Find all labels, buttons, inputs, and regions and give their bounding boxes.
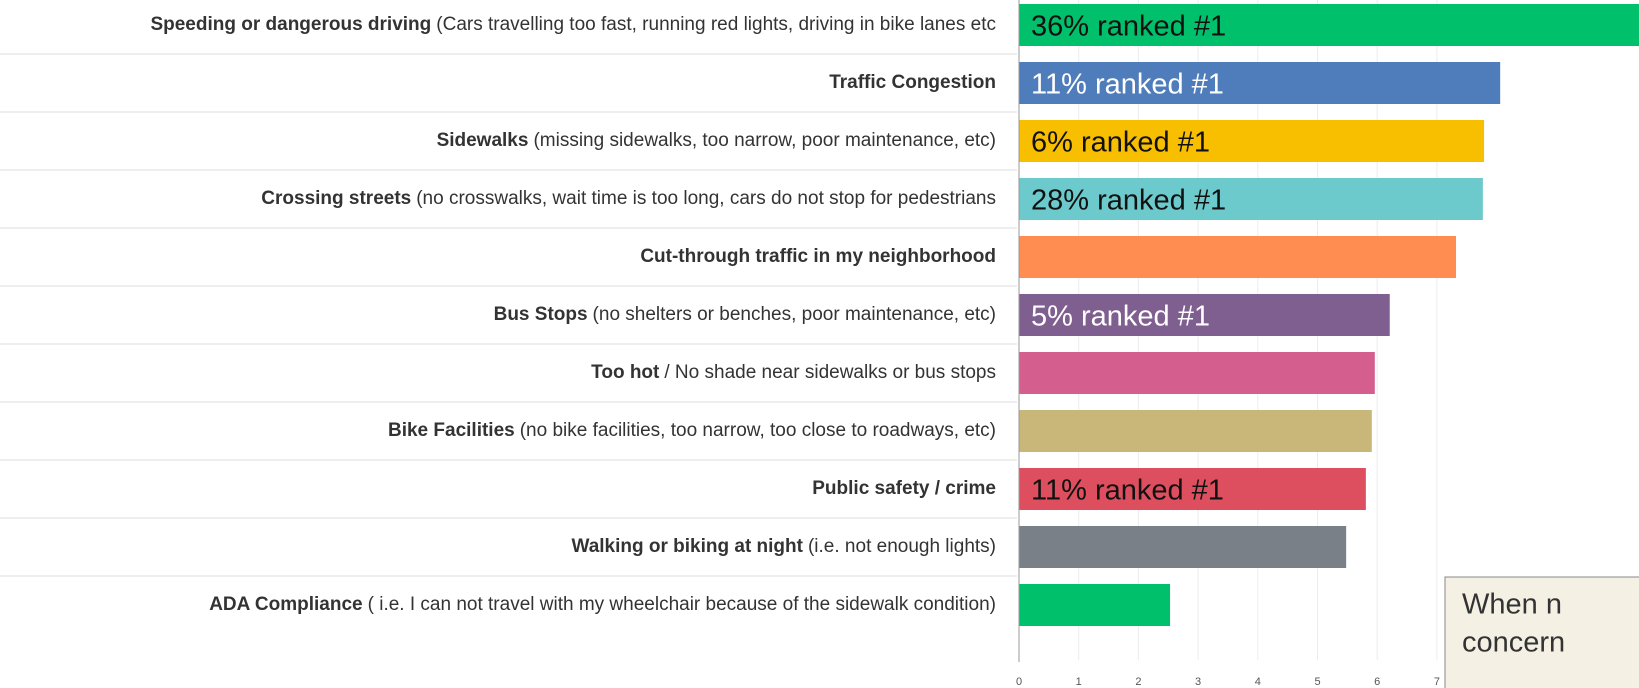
category-detail: (no crosswalks, wait time is too long, c… xyxy=(416,188,996,209)
category-detail: / No shade near sidewalks or bus stops xyxy=(664,362,996,383)
category-bold: Crossing streets xyxy=(261,188,411,209)
bar-annotation: 28% ranked #1 xyxy=(1031,185,1226,217)
bar xyxy=(1019,526,1347,568)
category-bold: Bus Stops xyxy=(494,304,588,325)
x-tick-label: 0 xyxy=(1016,676,1022,688)
x-tick-label: 4 xyxy=(1255,676,1261,688)
bar xyxy=(1019,120,1485,162)
x-tick-label: 5 xyxy=(1314,676,1320,688)
category-bold: Traffic Congestion xyxy=(829,72,996,93)
category-label: Traffic Congestion xyxy=(829,72,996,93)
bar xyxy=(1019,584,1171,626)
category-bold: Public safety / crime xyxy=(812,478,996,499)
bar-annotation: 5% ranked #1 xyxy=(1031,301,1210,333)
bar xyxy=(1019,236,1457,278)
category-label: Sidewalks (missing sidewalks, too narrow,… xyxy=(437,130,996,151)
category-label: Walking or biking at night (i.e. not enou… xyxy=(571,536,996,557)
note-box xyxy=(1444,576,1639,688)
category-bold: Too hot xyxy=(591,362,660,383)
category-label: Too hot / No shade near sidewalks or bus … xyxy=(591,362,996,383)
category-detail: (missing sidewalks, too narrow, poor mai… xyxy=(533,130,996,151)
category-detail: ( i.e. I can not travel with my wheelcha… xyxy=(368,594,996,615)
category-detail: (no shelters or benches, poor maintenanc… xyxy=(593,304,996,325)
category-label: Cut-through traffic in my neighborhood xyxy=(640,246,996,267)
category-detail: (Cars travelling too fast, running red l… xyxy=(436,14,996,35)
bar xyxy=(1019,468,1366,510)
x-tick-label: 6 xyxy=(1374,676,1380,688)
x-tick-label: 3 xyxy=(1195,676,1201,688)
x-tick-label: 1 xyxy=(1076,676,1082,688)
x-tick-label: 7 xyxy=(1434,676,1440,688)
category-detail: (no bike facilities, too narrow, too clo… xyxy=(520,420,996,441)
bar-annotation: 6% ranked #1 xyxy=(1031,127,1210,159)
bar xyxy=(1019,352,1375,394)
bar xyxy=(1019,62,1501,104)
category-bold: Walking or biking at night xyxy=(571,536,803,557)
category-bold: ADA Compliance xyxy=(209,594,362,615)
bar-annotation: 36% ranked #1 xyxy=(1031,11,1226,43)
bar xyxy=(1019,4,1639,46)
category-label: Public safety / crime xyxy=(812,478,996,499)
bar xyxy=(1019,178,1483,220)
bar xyxy=(1019,410,1372,452)
bar-annotation: 11% ranked #1 xyxy=(1031,69,1224,101)
category-label: Crossing streets (no crosswalks, wait tim… xyxy=(261,188,996,209)
note-text: concern xyxy=(1462,627,1565,659)
category-bold: Speeding or dangerous driving xyxy=(150,14,431,35)
bar xyxy=(1019,294,1390,336)
note-text: When n xyxy=(1462,589,1562,621)
category-label: Speeding or dangerous driving (Cars trave… xyxy=(150,14,996,35)
category-label: Bike Facilities (no bike facilities, too … xyxy=(388,420,996,441)
bar-annotation: 11% ranked #1 xyxy=(1031,475,1224,507)
category-label: ADA Compliance ( i.e. I can not travel wi… xyxy=(209,594,996,615)
category-bold: Cut-through traffic in my neighborhood xyxy=(640,246,996,267)
category-bold: Sidewalks xyxy=(437,130,529,151)
x-tick-label: 2 xyxy=(1135,676,1141,688)
category-bold: Bike Facilities xyxy=(388,420,515,441)
category-detail: (i.e. not enough lights) xyxy=(808,536,996,557)
category-label: Bus Stops (no shelters or benches, poor m… xyxy=(494,304,996,325)
